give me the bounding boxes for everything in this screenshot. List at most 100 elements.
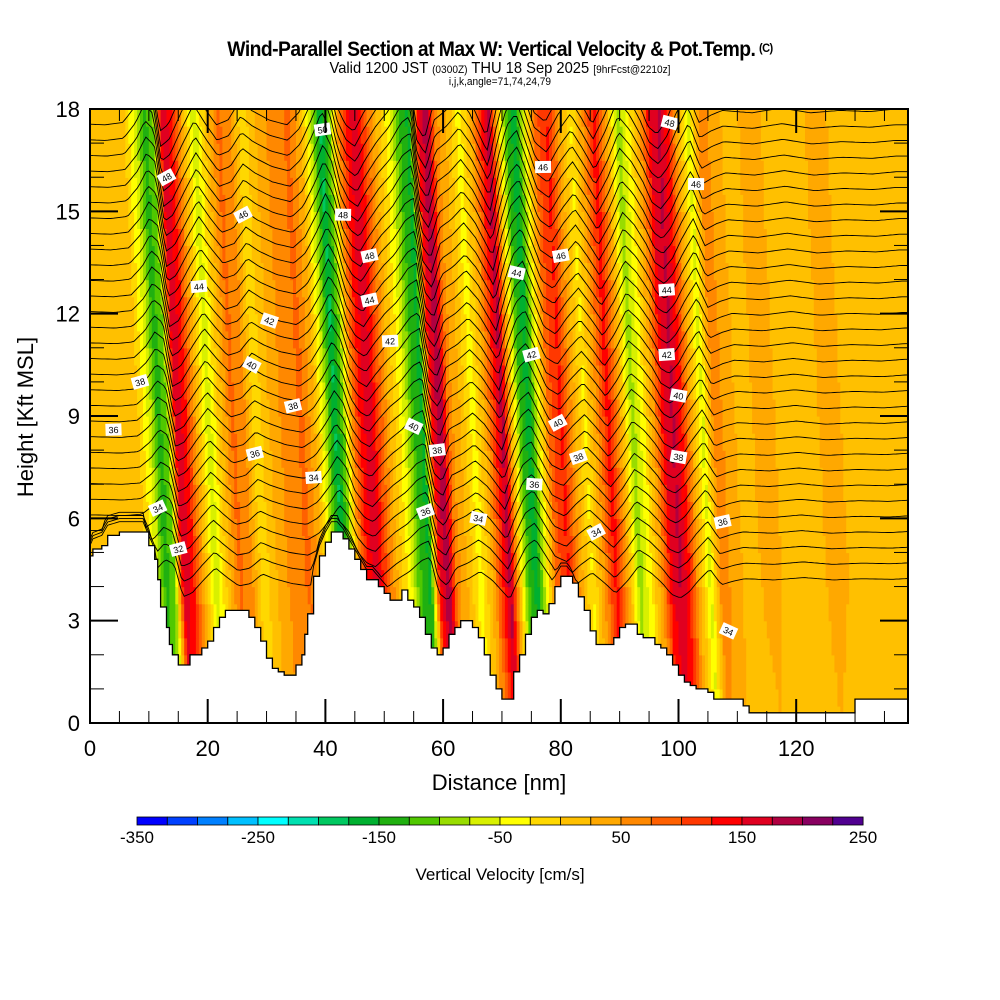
velocity-cell	[784, 484, 788, 502]
velocity-cell	[869, 688, 874, 707]
velocity-cell	[481, 416, 485, 434]
velocity-cell	[816, 603, 821, 622]
velocity-cell	[234, 535, 238, 554]
velocity-cell	[504, 552, 509, 571]
velocity-cell	[260, 501, 265, 519]
velocity-cell	[269, 569, 273, 588]
velocity-cell	[178, 569, 182, 588]
velocity-cell	[454, 518, 459, 536]
velocity-cell	[287, 450, 291, 468]
velocity-cell	[681, 484, 685, 502]
velocity-cell	[446, 620, 450, 639]
velocity-cell	[275, 654, 279, 673]
velocity-cell	[649, 603, 653, 622]
velocity-cell	[210, 552, 215, 571]
velocity-cell	[855, 501, 859, 519]
velocity-cell	[693, 518, 697, 536]
velocity-cell	[631, 552, 635, 571]
velocity-cell	[849, 620, 853, 639]
velocity-cell	[90, 501, 94, 519]
velocity-cell	[304, 518, 309, 536]
velocity-cell	[204, 586, 209, 605]
velocity-cell	[304, 433, 309, 451]
velocity-cell	[210, 501, 215, 519]
velocity-cell	[840, 569, 844, 588]
velocity-cell	[516, 586, 521, 605]
velocity-cell	[822, 586, 827, 605]
velocity-cell	[793, 654, 797, 673]
velocity-cell	[890, 467, 894, 485]
velocity-cell	[460, 433, 465, 451]
velocity-cell	[846, 501, 850, 519]
velocity-cell	[710, 450, 715, 468]
velocity-cell	[887, 467, 891, 485]
velocity-cell	[604, 603, 609, 622]
velocity-cell	[157, 518, 162, 536]
velocity-cell	[104, 501, 109, 519]
velocity-cell	[325, 501, 329, 519]
velocity-cell	[484, 535, 488, 554]
velocity-cell	[451, 586, 456, 605]
velocity-cell	[881, 654, 885, 673]
velocity-cell	[231, 467, 235, 485]
velocity-cell	[501, 535, 506, 554]
velocity-cell	[746, 450, 750, 468]
velocity-cell	[204, 637, 209, 656]
velocity-cell	[478, 484, 482, 502]
velocity-cell	[496, 433, 500, 451]
velocity-cell	[510, 586, 515, 605]
velocity-cell	[390, 467, 394, 485]
velocity-cell	[228, 552, 232, 571]
velocity-cell	[690, 450, 694, 468]
velocity-cell	[284, 637, 288, 656]
velocity-cell	[678, 501, 682, 519]
velocity-cell	[760, 603, 765, 622]
velocity-cell	[713, 654, 718, 673]
velocity-cell	[325, 450, 329, 468]
velocity-cell	[237, 569, 241, 588]
velocity-cell	[869, 484, 874, 502]
velocity-cell	[396, 450, 400, 468]
velocity-cell	[287, 433, 291, 451]
velocity-cell	[875, 535, 880, 554]
velocity-cell	[266, 535, 270, 554]
velocity-cell	[881, 688, 885, 707]
velocity-cell	[201, 416, 206, 434]
velocity-cell	[543, 569, 547, 588]
velocity-cell	[654, 603, 659, 622]
velocity-cell	[675, 518, 679, 536]
velocity-cell	[540, 501, 544, 519]
velocity-cell	[304, 552, 309, 571]
velocity-cell	[240, 552, 244, 571]
velocity-cell	[760, 620, 765, 639]
velocity-cell	[460, 552, 465, 571]
velocity-cell	[813, 535, 818, 554]
velocity-cell	[740, 603, 744, 622]
velocity-cell	[772, 535, 777, 554]
velocity-cell	[749, 586, 753, 605]
velocity-cell	[181, 518, 185, 536]
velocity-cell	[746, 484, 750, 502]
velocity-cell	[181, 450, 185, 468]
velocity-cell	[905, 467, 908, 485]
velocity-cell	[702, 637, 706, 656]
velocity-cell	[752, 552, 756, 571]
velocity-cell	[416, 586, 421, 605]
velocity-cell	[566, 433, 571, 451]
velocity-cell	[602, 620, 606, 639]
velocity-cell	[195, 450, 200, 468]
velocity-cell	[475, 484, 479, 502]
velocity-cell	[616, 603, 621, 622]
velocity-cell	[107, 450, 112, 468]
velocity-cell	[401, 518, 406, 536]
velocity-cell	[678, 620, 682, 639]
velocity-cell	[872, 450, 877, 468]
velocity-cell	[413, 501, 418, 519]
velocity-cell	[290, 637, 294, 656]
velocity-cell	[860, 535, 865, 554]
velocity-cell	[475, 535, 479, 554]
velocity-cell	[737, 569, 741, 588]
velocity-cell	[604, 552, 609, 571]
velocity-cell	[793, 433, 797, 451]
velocity-cell	[749, 501, 753, 519]
